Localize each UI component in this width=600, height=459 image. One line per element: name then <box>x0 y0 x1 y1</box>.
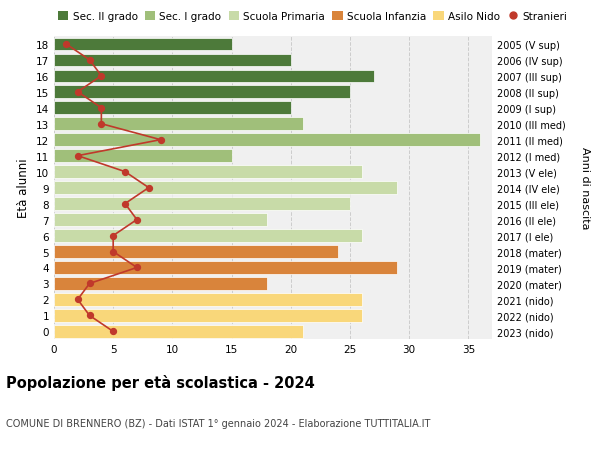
Text: Popolazione per età scolastica - 2024: Popolazione per età scolastica - 2024 <box>6 374 315 390</box>
Bar <box>54 182 397 195</box>
Bar <box>54 198 350 210</box>
Bar <box>54 150 232 162</box>
Text: COMUNE DI BRENNERO (BZ) - Dati ISTAT 1° gennaio 2024 - Elaborazione TUTTITALIA.I: COMUNE DI BRENNERO (BZ) - Dati ISTAT 1° … <box>6 418 430 428</box>
Bar <box>54 86 350 99</box>
Point <box>85 312 94 319</box>
Bar <box>54 214 267 226</box>
Point <box>132 264 142 272</box>
Bar <box>54 262 397 274</box>
Point <box>132 216 142 224</box>
Point <box>120 201 130 208</box>
Bar <box>54 118 302 131</box>
Point <box>97 73 106 80</box>
Bar <box>54 55 291 67</box>
Point <box>85 57 94 64</box>
Point <box>85 280 94 287</box>
Bar <box>54 230 362 242</box>
Point <box>144 185 154 192</box>
Bar <box>54 278 267 290</box>
Bar <box>54 294 362 306</box>
Point <box>73 296 82 303</box>
Bar <box>54 70 374 83</box>
Bar <box>54 246 338 258</box>
Point <box>109 248 118 256</box>
Y-axis label: Anni di nascita: Anni di nascita <box>580 147 590 230</box>
Point <box>120 168 130 176</box>
Point <box>97 105 106 112</box>
Point <box>97 121 106 128</box>
Point <box>61 41 71 48</box>
Bar <box>54 309 362 322</box>
Point <box>109 232 118 240</box>
Bar <box>54 134 480 146</box>
Bar <box>54 166 362 179</box>
Legend: Sec. II grado, Sec. I grado, Scuola Primaria, Scuola Infanzia, Asilo Nido, Stran: Sec. II grado, Sec. I grado, Scuola Prim… <box>55 9 570 25</box>
Point <box>73 153 82 160</box>
Y-axis label: Età alunni: Età alunni <box>17 158 31 218</box>
Bar <box>54 325 302 338</box>
Point <box>109 328 118 336</box>
Bar <box>54 39 232 51</box>
Bar <box>54 102 291 115</box>
Point <box>73 89 82 96</box>
Point <box>156 137 166 144</box>
